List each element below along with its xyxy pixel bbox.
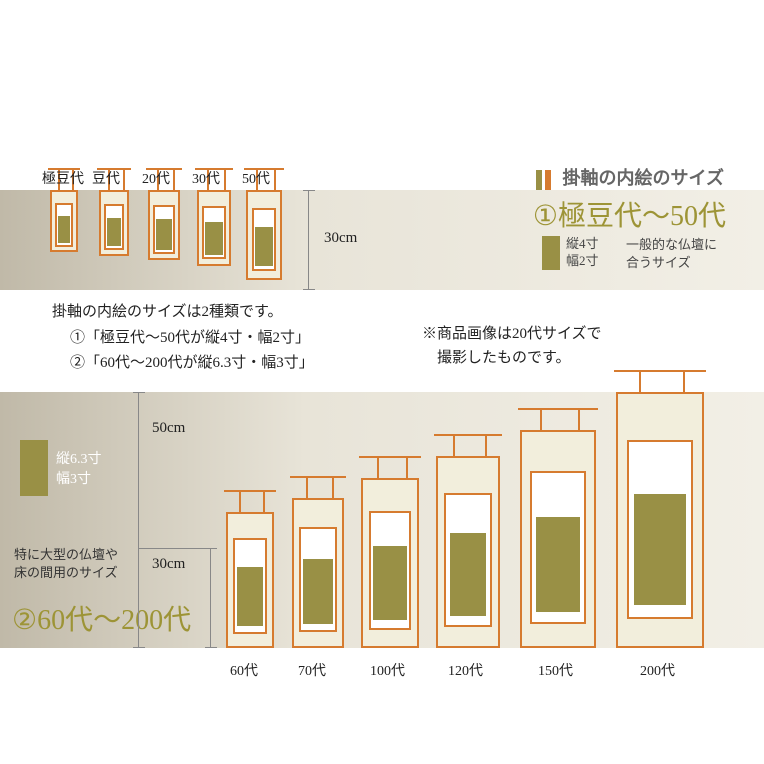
scroll-label: 150代 [538, 660, 573, 680]
scroll-strap [123, 170, 125, 192]
scroll-item [292, 498, 344, 648]
scroll-topbar [434, 434, 502, 436]
scroll-painting [156, 219, 172, 249]
scroll-strap [683, 372, 685, 394]
scroll-painting [303, 559, 332, 624]
heading-text: 掛軸の内絵のサイズ [563, 168, 724, 188]
scroll-painting [58, 216, 70, 243]
section2-note-line1: 特に大型の仏壇や [14, 546, 118, 564]
section2-legend-line2: 幅3寸 [56, 470, 102, 490]
section1-num-icon: ① [533, 199, 558, 232]
section2-num-icon: ② [12, 603, 37, 636]
scroll-strap [173, 170, 175, 192]
scroll-painting [255, 227, 274, 266]
midtext-line1: 掛軸の内絵のサイズは2種類です。 [52, 300, 314, 326]
scroll-item [50, 190, 78, 252]
scroll-painting [237, 567, 264, 626]
scroll-label: 極豆代 [42, 168, 84, 188]
section1-note-line1: 一般的な仏壇に [626, 236, 717, 254]
scroll-label: 20代 [142, 168, 170, 188]
scroll-label: 120代 [448, 660, 483, 680]
scroll-strap [263, 492, 265, 514]
scroll-strap [540, 410, 542, 432]
section1-note-line2: 合うサイズ [626, 254, 717, 272]
section1-legend-line2: 幅2寸 [566, 253, 599, 270]
scroll-topbar [614, 370, 706, 372]
section2-note: 特に大型の仏壇や 床の間用のサイズ [14, 546, 118, 582]
scroll-item [148, 190, 180, 260]
section1-title-text: 極豆代～50代 [558, 201, 726, 232]
scroll-item [361, 478, 419, 648]
scroll-strap [578, 410, 580, 432]
section1-title: ①極豆代～50代 [533, 194, 726, 234]
section2-title-text: 60代～200代 [37, 605, 191, 636]
scroll-painting [450, 533, 487, 616]
dim-50cm-label: 50cm [152, 420, 185, 437]
scroll-label: 50代 [242, 168, 270, 188]
scroll-strap [239, 492, 241, 514]
scroll-strap [639, 372, 641, 394]
dim-30cm-label-s2: 30cm [152, 556, 185, 573]
scroll-item [246, 190, 282, 280]
scroll-painting [107, 218, 121, 247]
scroll-strap [406, 458, 408, 480]
dim-30cm-line-s1 [308, 190, 309, 290]
bar-orange-icon [545, 170, 551, 190]
scroll-strap [332, 478, 334, 500]
midtext-line3: ②「60代～200代が縦6.3寸・幅3寸」 [52, 351, 314, 377]
scroll-painting [634, 494, 686, 605]
scroll-item [197, 190, 231, 266]
scroll-item [616, 392, 704, 648]
scroll-strap [274, 170, 276, 192]
section2-legend-text: 縦6.3寸 幅3寸 [56, 450, 102, 489]
scroll-item [520, 430, 596, 648]
section1-legend-text: 縦4寸 幅2寸 [566, 236, 599, 270]
scroll-strap [485, 436, 487, 458]
section2-note-line2: 床の間用のサイズ [14, 564, 118, 582]
main-heading: 掛軸の内絵のサイズ [536, 164, 724, 190]
scroll-strap [377, 458, 379, 480]
section1-legend-chip-icon [542, 236, 560, 270]
scroll-topbar [290, 476, 346, 478]
scroll-painting [205, 222, 222, 255]
dim-50cm-line [138, 392, 139, 648]
scroll-label: 豆代 [92, 168, 120, 188]
scroll-painting [373, 546, 406, 620]
section2-title: ②60代～200代 [12, 598, 191, 638]
scroll-strap [306, 478, 308, 500]
dim-30cm-label-s1: 30cm [324, 230, 357, 247]
scroll-topbar [359, 456, 421, 458]
bar-olive-icon [536, 170, 542, 190]
scroll-label: 200代 [640, 660, 675, 680]
scroll-item [436, 456, 500, 648]
dim-connector-line [138, 548, 214, 549]
scroll-label: 30代 [192, 168, 220, 188]
dim-30cm-line-s2 [210, 548, 211, 648]
heading-bars [536, 170, 551, 190]
section2-legend-line1: 縦6.3寸 [56, 450, 102, 470]
midtext-note1: ※商品画像は20代サイズで [422, 322, 602, 346]
scroll-label: 100代 [370, 660, 405, 680]
scroll-label: 60代 [230, 660, 258, 680]
scroll-topbar [518, 408, 598, 410]
scroll-painting [536, 517, 581, 612]
midtext-note2: 撮影したものです。 [422, 346, 602, 370]
midtext-note: ※商品画像は20代サイズで 撮影したものです。 [422, 322, 602, 370]
scroll-topbar [224, 490, 276, 492]
midtext-line2: ①「極豆代～50代が縦4寸・幅2寸」 [52, 326, 314, 352]
scroll-item [99, 190, 129, 256]
scroll-strap [224, 170, 226, 192]
scroll-label: 70代 [298, 660, 326, 680]
midtext-block: 掛軸の内絵のサイズは2種類です。 ①「極豆代～50代が縦4寸・幅2寸」 ②「60… [52, 300, 314, 377]
section2-legend-chip-icon [20, 440, 48, 496]
scroll-strap [453, 436, 455, 458]
section1-legend-line1: 縦4寸 [566, 236, 599, 253]
section1-note: 一般的な仏壇に 合うサイズ [626, 236, 717, 272]
scroll-item [226, 512, 274, 648]
